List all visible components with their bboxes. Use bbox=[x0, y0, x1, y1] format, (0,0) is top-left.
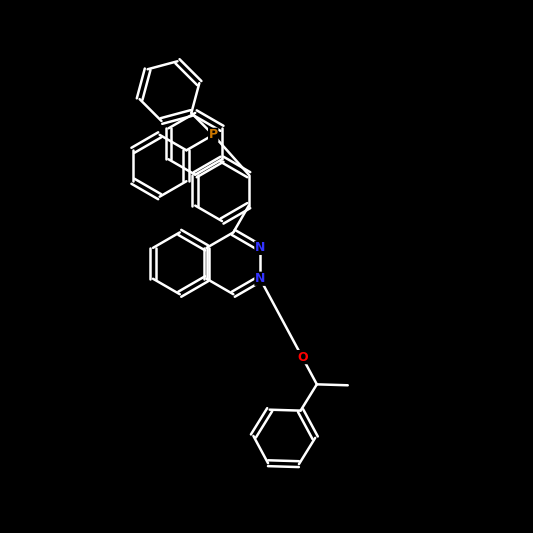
Text: N: N bbox=[255, 241, 265, 254]
Text: O: O bbox=[297, 351, 308, 364]
Text: N: N bbox=[255, 272, 265, 285]
Text: P: P bbox=[208, 128, 218, 141]
